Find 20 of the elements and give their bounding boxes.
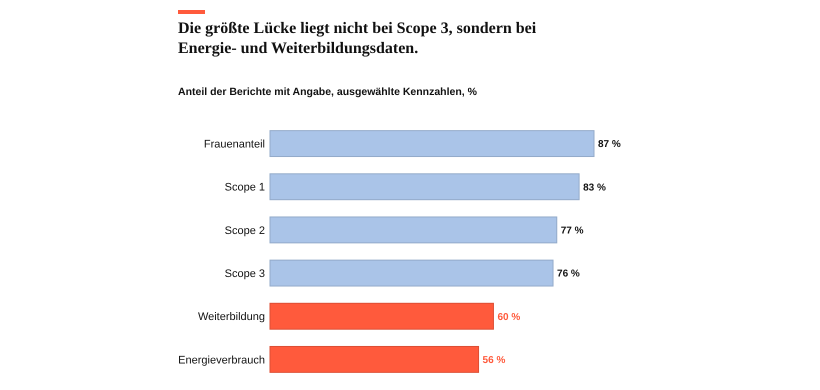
bar bbox=[270, 260, 554, 287]
bar bbox=[270, 302, 494, 330]
y-tick-label: Scope 3 bbox=[224, 268, 265, 280]
y-tick-label: Weiterbildung bbox=[198, 311, 265, 324]
chart-title: Die größte Lücke liegt nicht bei Scope 3, sondern bei Energie- und Weiterbildungsdaten. bbox=[178, 20, 537, 57]
data-label: 83 % bbox=[583, 182, 606, 194]
y-tick-label: Frauenanteil bbox=[204, 138, 265, 150]
data-label: 60 % bbox=[497, 312, 520, 323]
chart-subtitle: Anteil der Berichte mit Angabe, ausgewählte Kennzahlen, % bbox=[178, 86, 478, 98]
bar bbox=[270, 130, 594, 158]
data-label: 76 % bbox=[557, 268, 580, 280]
data-label: 77 % bbox=[560, 225, 584, 236]
data-label: 56 % bbox=[482, 354, 506, 366]
y-tick-label: Scope 1 bbox=[224, 182, 265, 194]
bar bbox=[270, 216, 558, 244]
bar bbox=[270, 173, 580, 200]
y-tick-label: Energieverbrauch bbox=[178, 354, 265, 366]
data-label: 87 % bbox=[598, 139, 621, 150]
bar bbox=[270, 346, 480, 373]
y-tick-label: Scope 2 bbox=[224, 224, 265, 237]
